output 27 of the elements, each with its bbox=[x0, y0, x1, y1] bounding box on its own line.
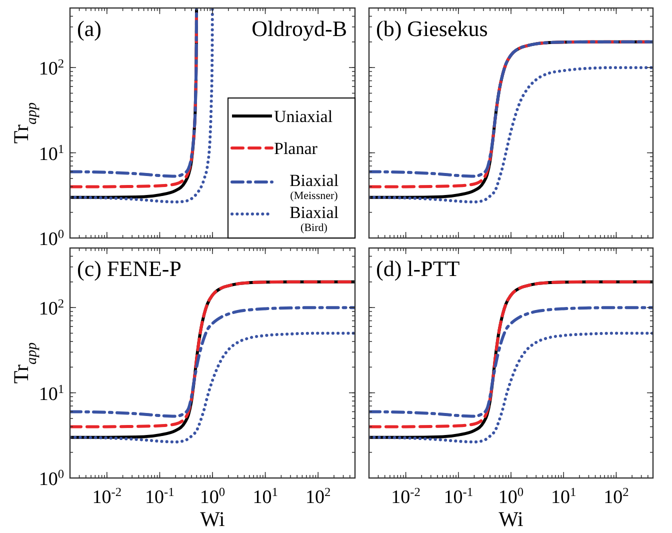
y-tick-label: 10$^{0}$ bbox=[38, 467, 64, 490]
x-tick-label: 10$^{0}$ bbox=[498, 485, 524, 508]
legend-label: Planar bbox=[274, 139, 318, 158]
annotation: Oldroyd-B bbox=[252, 16, 347, 41]
x-tick-label: 10$^{-1}$ bbox=[444, 485, 474, 508]
y-tick-label: 10$^{1}$ bbox=[38, 382, 64, 405]
y-tick-label: 10$^{0}$ bbox=[38, 227, 64, 250]
legend-label: Uniaxial bbox=[274, 107, 333, 126]
y-tick-label: 10$^{2}$ bbox=[38, 56, 64, 80]
y-tick-label: 10$^{2}$ bbox=[38, 296, 64, 320]
x-tick-label: 10$^{-2}$ bbox=[92, 485, 122, 508]
legend-label: Biaxial (Bird) bbox=[289, 203, 339, 234]
x-axis-title: Wi bbox=[200, 507, 226, 531]
x-tick-label: 10$^{2}$ bbox=[604, 485, 629, 508]
x-tick-label: 10$^{1}$ bbox=[551, 485, 576, 508]
x-tick-label: 10$^{0}$ bbox=[200, 485, 226, 508]
x-tick-label: 10$^{1}$ bbox=[252, 485, 278, 508]
chart-title: (b) Giesekus bbox=[376, 16, 488, 41]
legend-label: Biaxial (Meissner) bbox=[289, 171, 339, 202]
x-axis-title: Wi bbox=[498, 507, 524, 531]
chart-title: (a) bbox=[77, 16, 102, 41]
chart-title: (d) l-PTT bbox=[376, 256, 460, 281]
x-tick-label: 10$^{-1}$ bbox=[145, 485, 174, 508]
y-tick-label: 10$^{1}$ bbox=[38, 142, 64, 165]
x-tick-label: 10$^{2}$ bbox=[306, 485, 331, 508]
chart-title: (c) FENE-P bbox=[77, 256, 182, 281]
x-tick-label: 10$^{-2}$ bbox=[391, 485, 420, 508]
